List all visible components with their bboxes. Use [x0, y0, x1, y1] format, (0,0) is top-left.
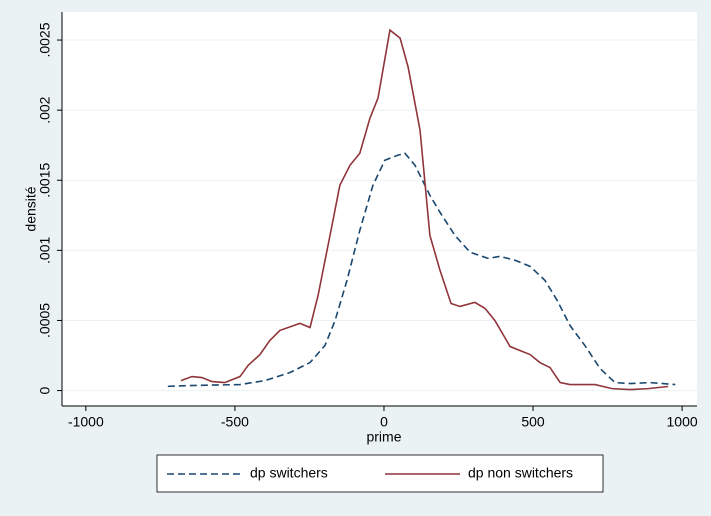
y-tick-label: .0015	[37, 163, 53, 198]
x-axis-label: prime	[366, 429, 401, 445]
y-tick-label: .002	[37, 96, 53, 123]
x-tick-label: -500	[221, 414, 249, 430]
plot-area	[62, 12, 697, 406]
x-tick-label: 1000	[667, 414, 698, 430]
y-tick-label: .0025	[37, 22, 53, 57]
y-tick-label: 0	[37, 386, 53, 394]
y-tick-label: .001	[37, 237, 53, 264]
legend-box	[156, 454, 604, 493]
y-axis-label: densité	[23, 186, 39, 231]
x-tick-label: -1000	[68, 414, 104, 430]
series-line	[180, 28, 669, 391]
x-tick-label: 0	[380, 414, 388, 430]
legend-label: dp switchers	[250, 465, 328, 481]
x-tick-label: 500	[521, 414, 545, 430]
series-line	[167, 152, 676, 388]
legend-label: dp non switchers	[468, 465, 573, 481]
y-tick-label: .0005	[37, 303, 53, 338]
